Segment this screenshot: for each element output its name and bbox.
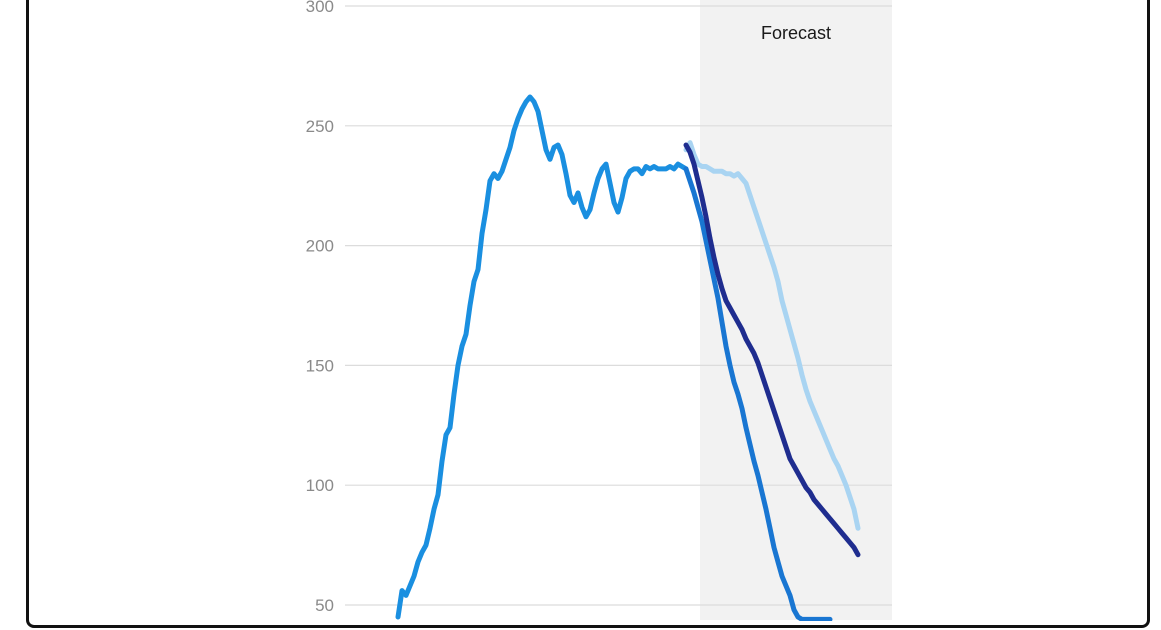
series-lines <box>395 94 861 621</box>
series-line-forecast-mid <box>683 142 861 558</box>
y-tick-label-50: 50 <box>315 596 334 615</box>
y-tick-label-250: 250 <box>306 117 334 136</box>
gridlines <box>345 5 892 606</box>
chart-frame <box>26 0 1150 628</box>
y-tick-label-150: 150 <box>306 356 334 375</box>
y-tick-label-300: 300 <box>306 0 334 16</box>
series-line-history <box>395 94 689 620</box>
y-axis-tick-labels: 300 250 200 150 100 50 <box>306 0 334 615</box>
forecast-label: Forecast <box>761 23 831 43</box>
y-tick-label-100: 100 <box>306 476 334 495</box>
y-tick-label-200: 200 <box>306 237 334 256</box>
series-line-forecast-low <box>683 166 833 621</box>
series-line-forecast-high <box>683 140 861 531</box>
